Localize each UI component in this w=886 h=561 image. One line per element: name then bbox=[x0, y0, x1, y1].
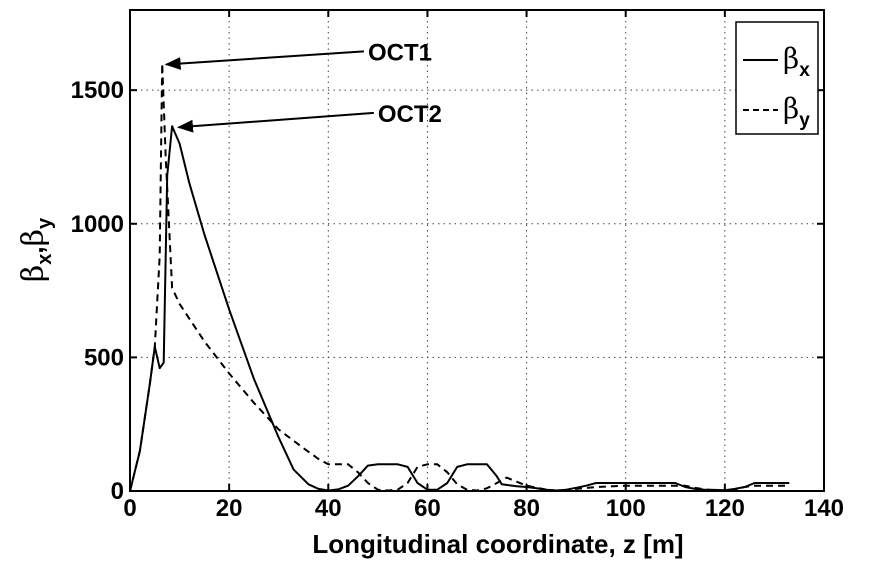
x-tick-label: 60 bbox=[414, 495, 441, 522]
legend-box bbox=[735, 21, 819, 135]
annotation-arrow-oct1 bbox=[164, 50, 365, 70]
annotation-oct2: OCT2 bbox=[177, 101, 442, 133]
legend-entry-beta-x: βx bbox=[743, 42, 810, 81]
y-label-sub-y: y bbox=[34, 217, 56, 229]
legend-label-beta-y: βy bbox=[783, 92, 810, 131]
x-tick-label: 80 bbox=[513, 495, 540, 522]
x-tick-label: 100 bbox=[606, 495, 646, 522]
x-tick-labels: 0 20 40 60 80 100 120 140 bbox=[123, 495, 844, 522]
x-tick-label: 20 bbox=[216, 495, 243, 522]
svg-text:βx,βy: βx,βy bbox=[16, 217, 56, 282]
y-label-comma: , bbox=[19, 246, 49, 253]
annotation-arrow-oct2 bbox=[177, 111, 374, 133]
y-label-beta-2: β bbox=[16, 229, 51, 246]
legend-label-beta-x: βx bbox=[783, 42, 810, 81]
legend: βx βy bbox=[735, 21, 819, 135]
x-tick-label: 120 bbox=[705, 495, 745, 522]
x-tick-label: 40 bbox=[315, 495, 342, 522]
axis-ticks bbox=[129, 10, 825, 492]
y-tick-label: 1000 bbox=[71, 211, 124, 238]
annotation-label-oct1: OCT1 bbox=[368, 39, 432, 66]
y-tick-label: 1500 bbox=[71, 77, 124, 104]
annotation-label-oct2: OCT2 bbox=[378, 101, 442, 128]
y-label-sub-x: x bbox=[34, 254, 56, 265]
y-tick-label: 500 bbox=[84, 344, 124, 371]
y-axis-label: βx,βy bbox=[16, 217, 56, 282]
plot-frame bbox=[129, 9, 825, 492]
series-line-beta-x bbox=[130, 125, 790, 491]
legend-entry-beta-y: βy bbox=[743, 92, 810, 131]
x-axis-label: Longitudinal coordinate, z [m] bbox=[312, 529, 683, 559]
annotation-oct1: OCT1 bbox=[164, 39, 432, 70]
x-gridlines bbox=[228, 10, 726, 491]
series-line-beta-y bbox=[130, 62, 790, 491]
y-gridlines bbox=[130, 89, 824, 358]
y-tick-label: 0 bbox=[111, 478, 124, 505]
y-tick-labels: 0 500 1000 1500 bbox=[71, 77, 124, 505]
x-tick-label: 0 bbox=[123, 495, 136, 522]
y-label-beta-1: β bbox=[16, 265, 51, 282]
x-tick-label: 140 bbox=[804, 495, 844, 522]
